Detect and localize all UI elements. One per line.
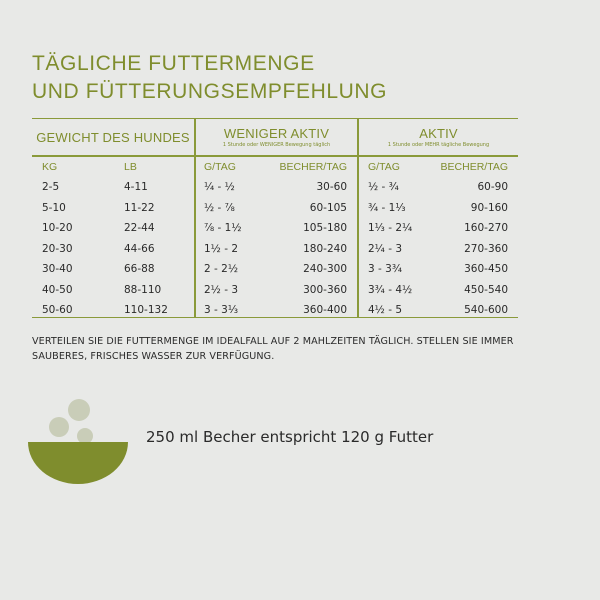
- table-cell: 2½ - 3: [204, 283, 239, 296]
- table-cell: 5-10: [42, 201, 66, 214]
- table-cell: 2-5: [42, 181, 60, 193]
- table-cell: 30-40: [42, 263, 73, 275]
- table-cell: 22-44: [124, 222, 155, 234]
- table-cell: 30-60: [316, 181, 347, 193]
- group-title-less-active: WENIGER AKTIV: [223, 126, 330, 141]
- col-header-g-tag-active: G/TAG: [368, 161, 400, 173]
- table-cell: ¼ - ½: [204, 181, 235, 193]
- table-cell: 270-360: [464, 242, 508, 255]
- feeding-table: GEWICHT DES HUNDES WENIGER AKTIV 1 Stund…: [32, 118, 518, 318]
- divider-weight: [194, 119, 196, 317]
- table-cell: 360-400: [303, 304, 347, 316]
- col-header-g-tag-less: G/TAG: [204, 161, 236, 173]
- title-line-2: UND FÜTTERUNGSEMPFEHLUNG: [32, 80, 388, 103]
- table-cell: 66-88: [124, 263, 155, 275]
- page-title: TÄGLICHE FUTTERMENGE UND FÜTTERUNGSEMPFE…: [32, 50, 387, 106]
- group-sub-less-active: 1 Stunde oder WENIGER Bewegung täglich: [222, 142, 331, 148]
- feeding-note: VERTEILEN SIE DIE FUTTERMENGE IM IDEALFA…: [32, 336, 514, 362]
- table-cell: 180-240: [303, 242, 347, 255]
- group-sub-active: 1 Stunde oder MEHR tägliche Bewegung: [387, 142, 490, 148]
- table-cell: 88-110: [124, 283, 162, 296]
- table-cell: 2¼ - 3: [368, 242, 403, 255]
- title-line-1: TÄGLICHE FUTTERMENGE: [32, 52, 315, 75]
- table-cell: ⅞ - 1½: [204, 222, 242, 234]
- group-title-active: AKTIV: [419, 126, 458, 141]
- table-cell: 20-30: [42, 242, 73, 255]
- table-cell: 2 - 2½: [204, 263, 239, 275]
- divider-activity: [357, 119, 359, 317]
- kibble-icon: [77, 428, 93, 444]
- group-header-active: AKTIV 1 Stunde oder MEHR tägliche Bewegu…: [359, 119, 518, 155]
- table-cell: 50-60: [42, 304, 73, 316]
- kibble-icon: [49, 417, 69, 437]
- table-cell: 4-11: [124, 181, 148, 193]
- table-cell: ½ - ⅞: [204, 201, 235, 214]
- table-cell: 4½ - 5: [368, 304, 403, 316]
- table-cell: 10-20: [42, 222, 73, 234]
- table-cell: 90-160: [470, 201, 508, 214]
- col-header-becher-active: BECHER/TAG: [440, 161, 508, 173]
- bowl-icon: [28, 442, 128, 484]
- col-header-lb: LB: [124, 161, 137, 173]
- table-cell: 60-90: [477, 181, 508, 193]
- table-cell: 1½ - 2: [204, 242, 239, 255]
- table-cell: 40-50: [42, 283, 73, 296]
- table-cell: 1⅓ - 2¼: [368, 222, 413, 234]
- table-cell: ½ - ¾: [368, 181, 399, 193]
- bowl-with-kibble-icon: [28, 399, 128, 484]
- kibble-icon: [68, 399, 90, 421]
- table-cell: 240-300: [303, 263, 347, 275]
- table-cell: 11-22: [124, 201, 155, 214]
- table-cell: 110-132: [124, 304, 168, 316]
- table-cell: 450-540: [464, 283, 508, 296]
- group-title-weight: GEWICHT DES HUNDES: [36, 129, 190, 145]
- table-cell: 3¾ - 4½: [368, 283, 413, 296]
- group-header-weight: GEWICHT DES HUNDES: [32, 119, 194, 155]
- table-cell: 540-600: [464, 304, 508, 316]
- table-cell: 360-450: [464, 263, 508, 275]
- cup-info-text: 250 ml Becher entspricht 120 g Futter: [146, 428, 434, 446]
- table-cell: 105-180: [303, 222, 347, 234]
- col-header-becher-less: BECHER/TAG: [279, 161, 347, 173]
- header-divider: [32, 155, 518, 157]
- col-header-kg: KG: [42, 161, 58, 173]
- group-header-less-active: WENIGER AKTIV 1 Stunde oder WENIGER Bewe…: [196, 119, 357, 155]
- table-cell: 3 - 3⅓: [204, 304, 239, 316]
- table-cell: ¾ - 1⅓: [368, 201, 406, 214]
- table-cell: 300-360: [303, 283, 347, 296]
- table-cell: 44-66: [124, 242, 155, 255]
- table-cell: 3 - 3¾: [368, 263, 403, 275]
- table-cell: 160-270: [464, 222, 508, 234]
- table-cell: 60-105: [309, 201, 347, 214]
